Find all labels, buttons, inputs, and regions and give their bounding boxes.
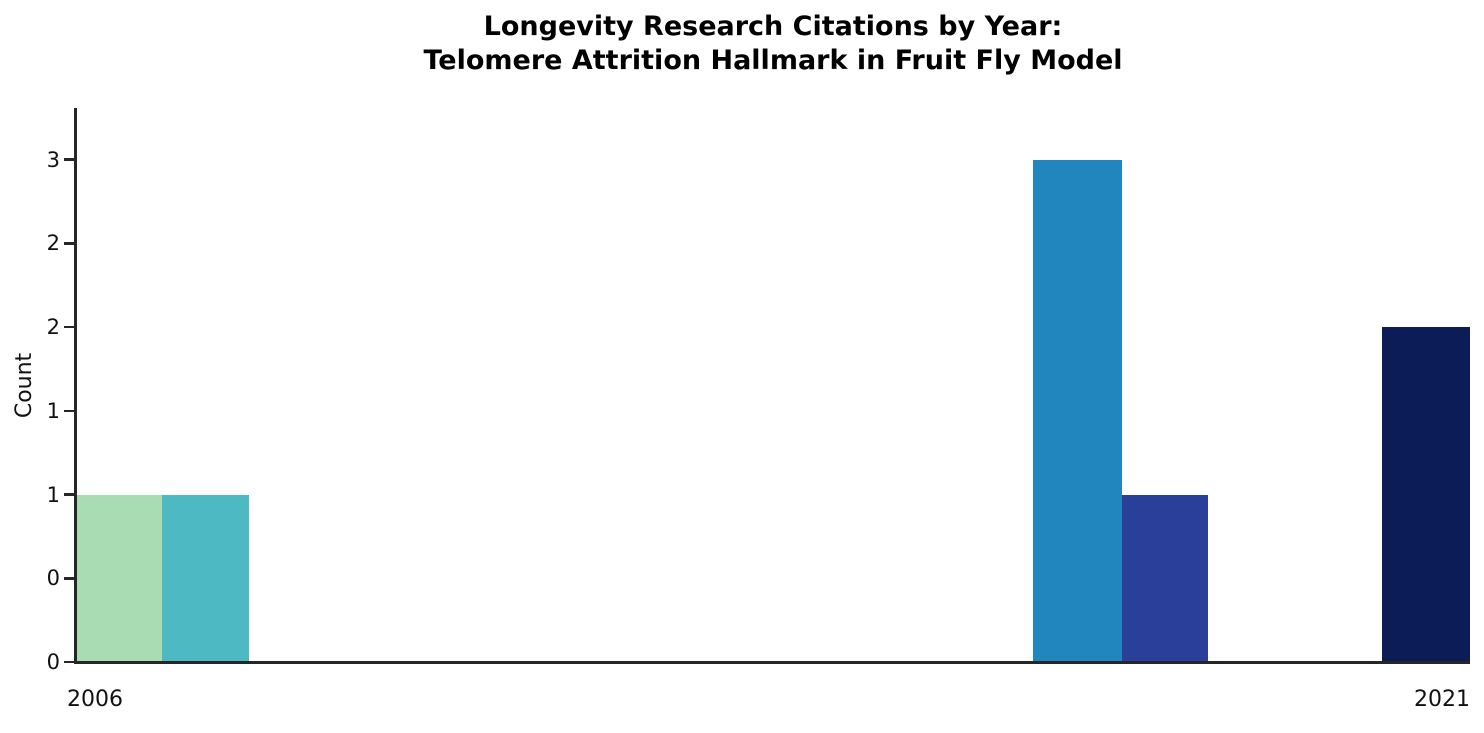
y-tick-mark <box>64 158 76 161</box>
y-tick-label: 0 <box>46 566 60 591</box>
y-tick-label: 0 <box>46 650 60 674</box>
y-tick-label: 3 <box>46 147 60 172</box>
y-tick-label: 2 <box>46 315 60 339</box>
chart-title-line2: Telomere Attrition Hallmark in Fruit Fly… <box>423 45 1123 76</box>
histogram-bar-2006 <box>76 494 162 662</box>
histogram-bar-2007 <box>162 494 249 662</box>
y-axis-spine <box>74 108 77 664</box>
y-tick-mark <box>64 493 76 496</box>
x-axis-spine <box>74 660 1470 664</box>
x-tick-label: 2006 <box>67 687 123 712</box>
y-tick-mark <box>64 409 76 412</box>
y-tick-label: 1 <box>46 398 60 423</box>
histogram-bar-2017 <box>1122 494 1208 662</box>
y-tick-mark <box>64 660 76 664</box>
chart-title-line1: Longevity Research Citations by Year: <box>483 11 1063 42</box>
y-tick-label: 1 <box>46 482 60 507</box>
x-tick-label: 2021 <box>1414 687 1470 712</box>
y-tick-mark <box>64 325 76 329</box>
y-tick-label: 2 <box>46 231 60 256</box>
y-tick-mark <box>64 577 76 580</box>
histogram-bar-2016 <box>1033 159 1122 662</box>
y-tick-mark <box>64 242 76 245</box>
chart-title: Longevity Research Citations by Year: Te… <box>76 10 1470 78</box>
histogram-bar-2021 <box>1382 327 1470 662</box>
